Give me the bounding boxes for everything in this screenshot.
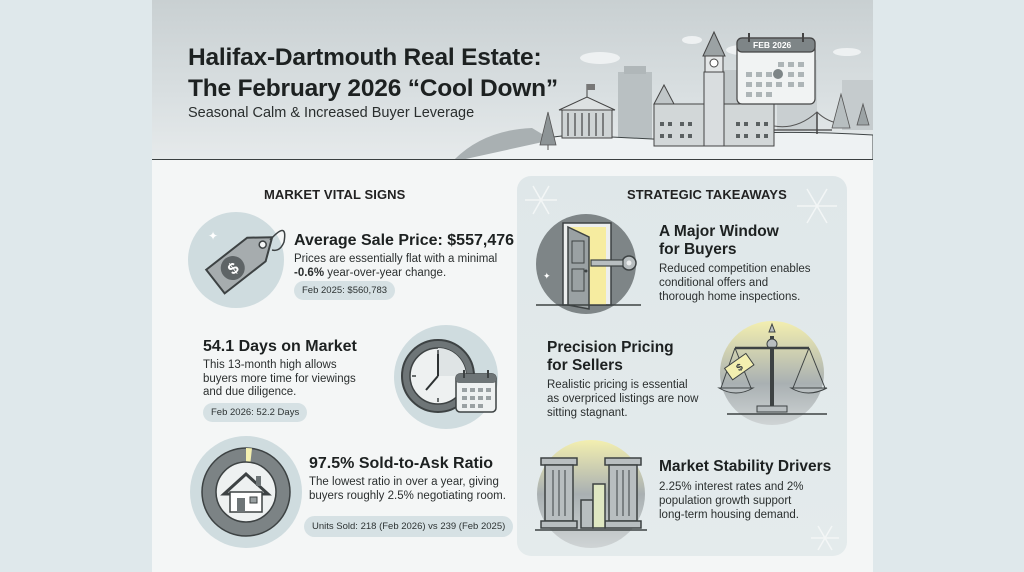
units-sold-badge: Units Sold: 218 (Feb 2026) vs 239 (Feb 2… <box>304 516 514 537</box>
heading-line: Precision Pricing <box>547 339 674 356</box>
house-ring-icon <box>190 436 302 548</box>
days-on-market-heading: 54.1 Days on Market <box>203 338 357 355</box>
days-on-market-description: This 13-month high allows buyers more ti… <box>203 359 356 400</box>
description-line: Prices are essentially flat with a minim… <box>294 253 498 265</box>
description-line: buyers roughly 2.5% negotiating room. <box>309 489 506 502</box>
open-door-key-icon: ✦ <box>536 214 641 314</box>
buyers-window-description: Reduced competition enables conditional … <box>659 262 811 304</box>
price-tag-icon: $ ✦ <box>188 212 286 308</box>
sold-to-ask-description: The lowest ratio in over a year, giving … <box>309 476 506 503</box>
description-line: conditional offers and <box>659 277 769 289</box>
description-line: The lowest ratio in over a year, giving <box>309 476 499 488</box>
description-text: year-over-year change. <box>324 266 447 279</box>
description-line: population growth support <box>659 495 792 507</box>
description-line: thorough home inspections. <box>659 291 801 303</box>
vital-signs-heading: MARKET VITAL SIGNS <box>264 187 406 202</box>
stability-drivers-heading: Market Stability Drivers <box>659 458 832 475</box>
buyers-window-heading: A Major Window for Buyers <box>659 223 779 259</box>
page-title: Halifax-Dartmouth Real Estate: The Febru… <box>188 42 558 104</box>
page-subtitle: Seasonal Calm & Increased Buyer Leverage <box>188 105 475 121</box>
description-line: as overpriced listings are now <box>547 393 699 405</box>
description-line: This 13-month high allows <box>203 359 337 371</box>
balance-scale-icon: $ <box>717 321 828 425</box>
avg-sale-price-description: Prices are essentially flat with a minim… <box>294 253 497 280</box>
description-line: Reduced competition enables <box>659 263 811 275</box>
description-line: Realistic pricing is essential <box>547 379 688 391</box>
svg-text:$: $ <box>734 362 745 374</box>
sold-to-ask-heading: 97.5% Sold-to-Ask Ratio <box>309 455 494 472</box>
avg-price-comparison-badge: Feb 2025: $560,783 <box>294 281 396 300</box>
seller-pricing-heading: Precision Pricing for Sellers <box>547 339 674 375</box>
stability-drivers-description: 2.25% interest rates and 2% population g… <box>659 480 803 522</box>
heading-line: for Sellers <box>547 357 623 374</box>
calendar-icon <box>736 33 816 105</box>
avg-sale-price-heading: Average Sale Price: $557,476 <box>294 232 515 249</box>
description-line: and due diligence. <box>203 386 297 398</box>
svg-text:✦: ✦ <box>208 229 218 243</box>
city-skyline-illustration <box>455 30 873 159</box>
svg-text:✦: ✦ <box>543 271 551 281</box>
description-line: 2.25% interest rates and 2% <box>659 481 804 493</box>
description-line: sitting stagnant. <box>547 407 628 419</box>
takeaways-heading: STRATEGIC TAKEAWAYS <box>627 187 787 202</box>
header-banner: Halifax-Dartmouth Real Estate: The Febru… <box>152 0 873 160</box>
pillars-icon <box>535 440 647 548</box>
description-line: long-term housing demand. <box>659 509 799 521</box>
clock-calendar-icon <box>394 325 498 429</box>
title-line-1: Halifax-Dartmouth Real Estate: <box>188 44 542 71</box>
description-line: -0.6% year-over-year change. <box>294 267 497 281</box>
yoy-change-value: -0.6% <box>294 266 325 279</box>
days-on-market-comparison-badge: Feb 2026: 52.2 Days <box>203 403 308 422</box>
strategic-takeaways-card: STRATEGIC TAKEAWAYS ✦ A Major Window for… <box>517 176 847 556</box>
heading-line: A Major Window <box>659 223 779 240</box>
infographic-panel: Halifax-Dartmouth Real Estate: The Febru… <box>152 0 873 572</box>
heading-line: for Buyers <box>659 241 737 258</box>
snowflake-decorations <box>525 185 839 551</box>
description-line: buyers more time for viewings <box>203 372 356 385</box>
title-line-2: The February 2026 “Cool Down” <box>188 75 558 102</box>
seller-pricing-description: Realistic pricing is essential as overpr… <box>547 378 699 420</box>
calendar-label: FEB 2026 <box>753 40 792 50</box>
